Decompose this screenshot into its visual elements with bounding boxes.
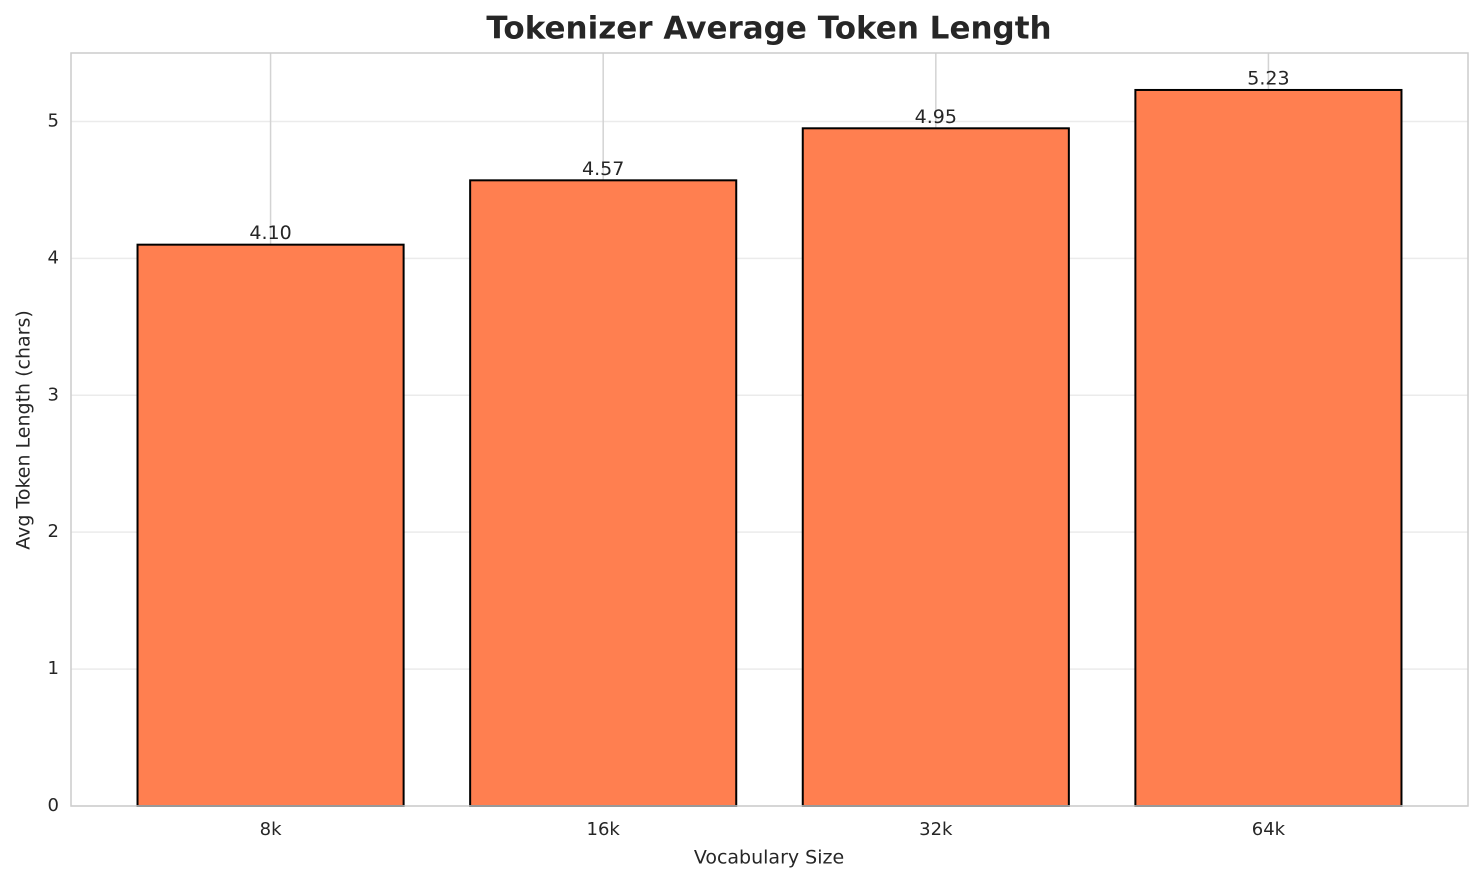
- y-tick-label: 3: [48, 384, 59, 405]
- value-label: 4.57: [582, 158, 624, 180]
- y-tick-label: 1: [48, 658, 59, 679]
- value-label: 5.23: [1247, 67, 1289, 89]
- bar: [136, 243, 405, 807]
- x-tick-label: 16k: [587, 819, 621, 840]
- y-tick-label: 2: [48, 521, 59, 542]
- value-label: 4.95: [915, 106, 957, 128]
- plot-frame: [70, 52, 1469, 807]
- x-tick-label: 8k: [260, 819, 282, 840]
- x-axis-label: Vocabulary Size: [694, 847, 844, 869]
- bar: [469, 179, 738, 808]
- y-tick-label: 5: [48, 110, 59, 131]
- y-axis-label: Avg Token Length (chars): [13, 310, 35, 550]
- bar: [801, 127, 1070, 808]
- y-tick-label: 0: [48, 795, 59, 816]
- bar: [1134, 88, 1403, 807]
- chart-title: Tokenizer Average Token Length: [486, 11, 1051, 47]
- x-tick-label: 64k: [1252, 819, 1286, 840]
- value-label: 4.10: [249, 222, 291, 244]
- y-tick-label: 4: [48, 247, 59, 268]
- x-tick-label: 32k: [919, 819, 953, 840]
